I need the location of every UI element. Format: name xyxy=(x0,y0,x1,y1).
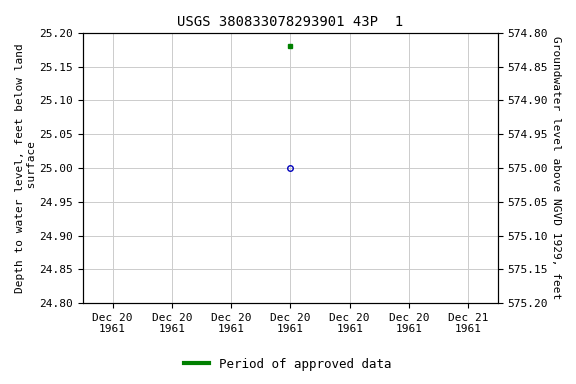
Y-axis label: Depth to water level, feet below land
 surface: Depth to water level, feet below land su… xyxy=(15,43,37,293)
Legend: Period of approved data: Period of approved data xyxy=(179,353,397,376)
Y-axis label: Groundwater level above NGVD 1929, feet: Groundwater level above NGVD 1929, feet xyxy=(551,36,561,300)
Title: USGS 380833078293901 43P  1: USGS 380833078293901 43P 1 xyxy=(177,15,403,29)
